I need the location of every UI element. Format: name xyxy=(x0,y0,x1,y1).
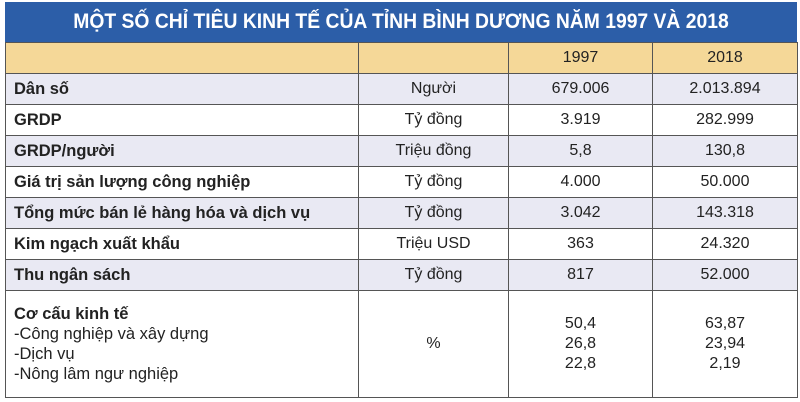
indicator-table: 1997 2018 Dân số Người 679.006 2.013.894 GRD… xyxy=(5,42,798,398)
table-row: Thu ngân sách Tỷ đồng 817 52.000 xyxy=(5,259,798,291)
value-2018-cell: 143.318 xyxy=(652,197,798,229)
header-cell-2018: 2018 xyxy=(652,42,798,74)
row-label: Cơ cấu kinh tế -Công nghiệp và xây dựng … xyxy=(5,290,359,398)
structure-item: -Nông lâm ngư nghiệp xyxy=(14,364,179,383)
value: 63,87 xyxy=(704,315,746,332)
structure-label: Cơ cấu kinh tế xyxy=(14,304,129,323)
unit-cell: Tỷ đồng xyxy=(358,166,509,198)
value: 50,4 xyxy=(564,315,597,332)
table-row: GRDP Tỷ đồng 3.919 282.999 xyxy=(5,104,798,136)
header-cell xyxy=(5,42,359,74)
title-bar: MỘT SỐ CHỈ TIÊU KINH TẾ CỦA TỈNH BÌNH DƯ… xyxy=(5,2,797,42)
table-row: Tổng mức bán lẻ hàng hóa và dịch vụ Tỷ đồ… xyxy=(5,197,798,229)
value-1997-cell: 3.919 xyxy=(508,104,653,136)
row-label: Tổng mức bán lẻ hàng hóa và dịch vụ xyxy=(5,197,359,229)
value: 23,94 xyxy=(704,335,746,352)
value-2018-cell: 24.320 xyxy=(652,228,798,260)
indicator-table-figure: MỘT SỐ CHỈ TIÊU KINH TẾ CỦA TỈNH BÌNH DƯ… xyxy=(5,2,798,398)
value-1997-cell: 50,4 26,8 22,8 xyxy=(508,290,653,398)
value-1997-cell: 817 xyxy=(508,259,653,291)
structure-item: -Công nghiệp và xây dựng xyxy=(14,324,209,343)
unit-cell: % xyxy=(358,290,509,398)
unit-cell: Triệu đồng xyxy=(358,135,509,167)
value-1997-cell: 363 xyxy=(508,228,653,260)
value-1997-cell: 4.000 xyxy=(508,166,653,198)
value-2018-cell: 130,8 xyxy=(652,135,798,167)
unit-cell: Triệu USD xyxy=(358,228,509,260)
value-1997-cell: 679.006 xyxy=(508,73,653,105)
value-2018-cell: 50.000 xyxy=(652,166,798,198)
structure-item: -Dịch vụ xyxy=(14,344,75,363)
value-2018-cell: 63,87 23,94 2,19 xyxy=(652,290,798,398)
unit-cell: Tỷ đồng xyxy=(358,259,509,291)
row-label: GRDP xyxy=(5,104,359,136)
row-label: Dân số xyxy=(5,73,359,105)
value-2018-cell: 2.013.894 xyxy=(652,73,798,105)
value-1997-cell: 5,8 xyxy=(508,135,653,167)
row-label: Kim ngạch xuất khẩu xyxy=(5,228,359,260)
unit-cell: Tỷ đồng xyxy=(358,197,509,229)
header-cell xyxy=(358,42,509,74)
value: 2,19 xyxy=(709,355,741,372)
table-title: MỘT SỐ CHỈ TIÊU KINH TẾ CỦA TỈNH BÌNH DƯ… xyxy=(36,2,766,42)
value-2018-cell: 52.000 xyxy=(652,259,798,291)
table-row: GRDP/người Triệu đồng 5,8 130,8 xyxy=(5,135,798,167)
table-row: Kim ngạch xuất khẩu Triệu USD 363 24.320 xyxy=(5,228,798,260)
row-label: Thu ngân sách xyxy=(5,259,359,291)
value-1997-cell: 3.042 xyxy=(508,197,653,229)
row-label: GRDP/người xyxy=(5,135,359,167)
row-label: Giá trị sản lượng công nghiệp xyxy=(5,166,359,198)
header-row: 1997 2018 xyxy=(5,42,798,74)
table-row: Dân số Người 679.006 2.013.894 xyxy=(5,73,798,105)
table-row-structure: Cơ cấu kinh tế -Công nghiệp và xây dựng … xyxy=(5,290,798,398)
table-row: Giá trị sản lượng công nghiệp Tỷ đồng 4.00… xyxy=(5,166,798,198)
unit-cell: Tỷ đồng xyxy=(358,104,509,136)
value: 26,8 xyxy=(564,335,597,352)
unit-cell: Người xyxy=(358,73,509,105)
value: 22,8 xyxy=(564,355,597,372)
value-2018-cell: 282.999 xyxy=(652,104,798,136)
header-cell-1997: 1997 xyxy=(508,42,653,74)
